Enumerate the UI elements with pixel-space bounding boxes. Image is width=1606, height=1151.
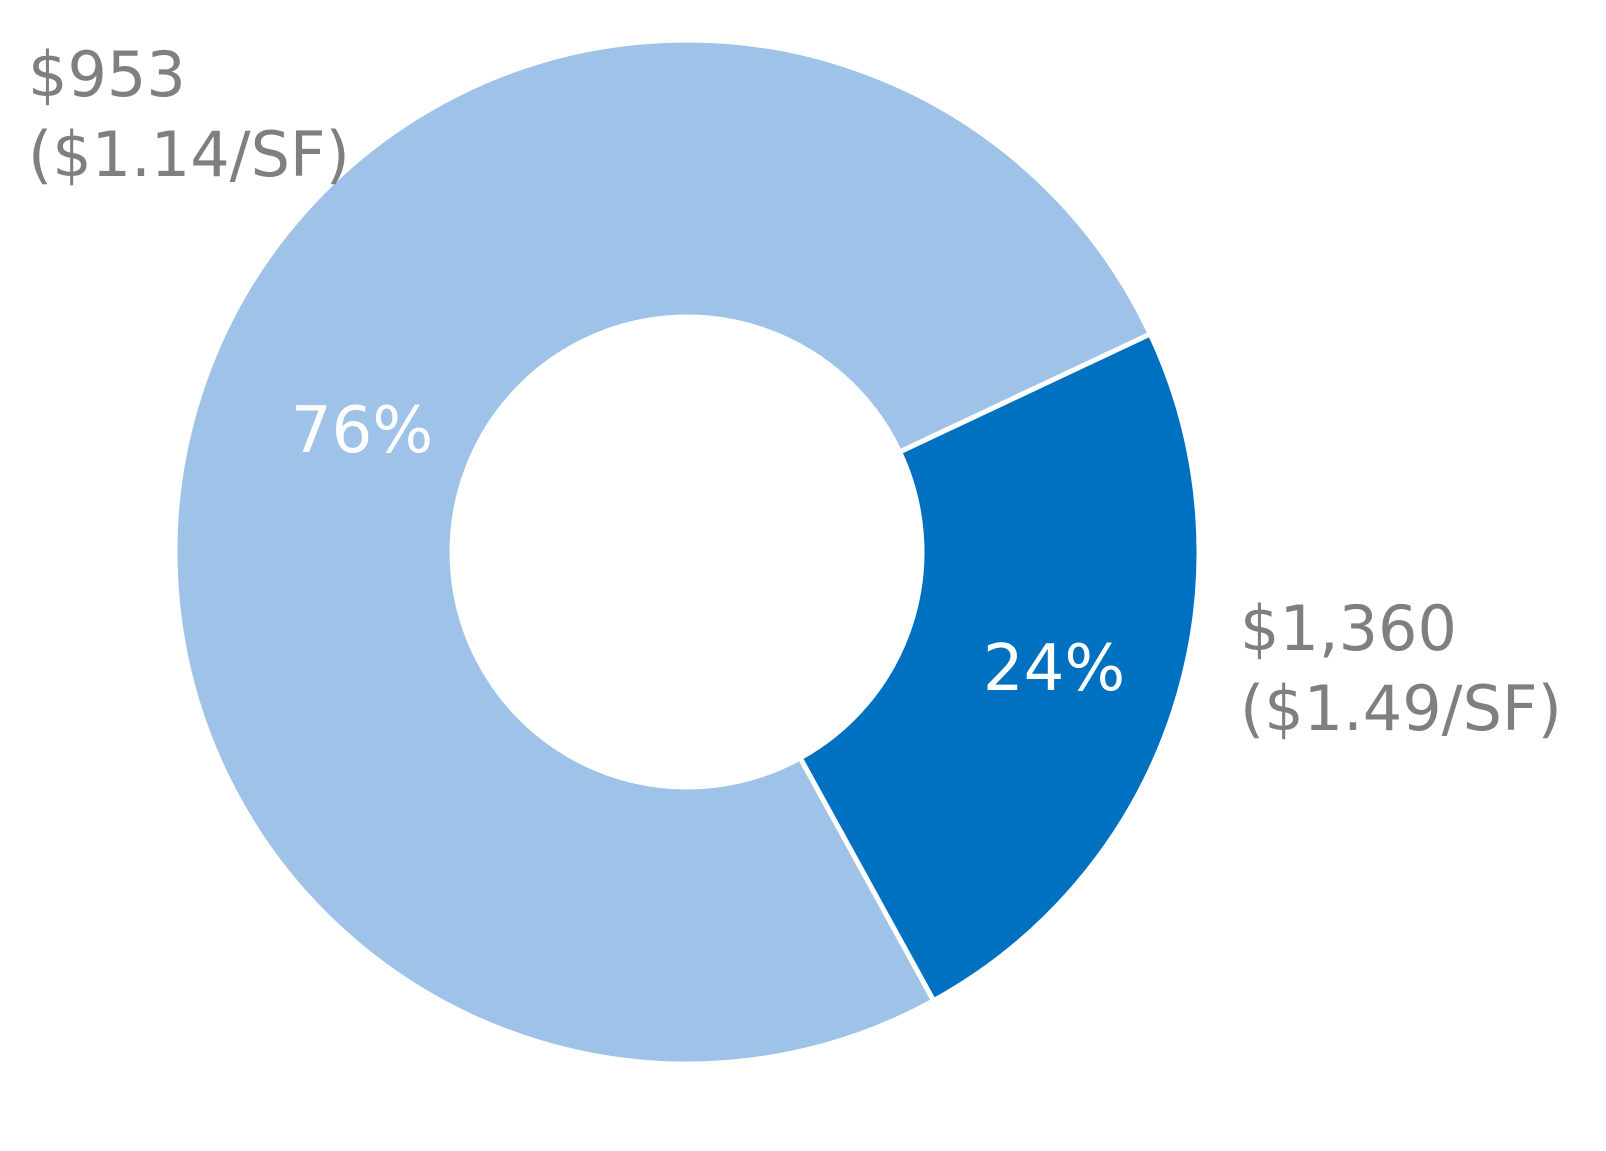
- slice-value-label-1: $1,360: [1240, 592, 1457, 665]
- donut-slice-0: [172, 37, 1154, 1067]
- slice-percent-label-0: 76%: [291, 394, 433, 468]
- slice-per-sf-label-1: ($1.49/SF): [1240, 672, 1562, 745]
- slice-value-label-0: $953: [28, 38, 186, 111]
- donut-slices: [172, 37, 1202, 1067]
- slice-per-sf-label-0: ($1.14/SF): [28, 118, 350, 191]
- donut-slice-1: [796, 330, 1202, 1005]
- slice-percent-label-1: 24%: [983, 632, 1125, 706]
